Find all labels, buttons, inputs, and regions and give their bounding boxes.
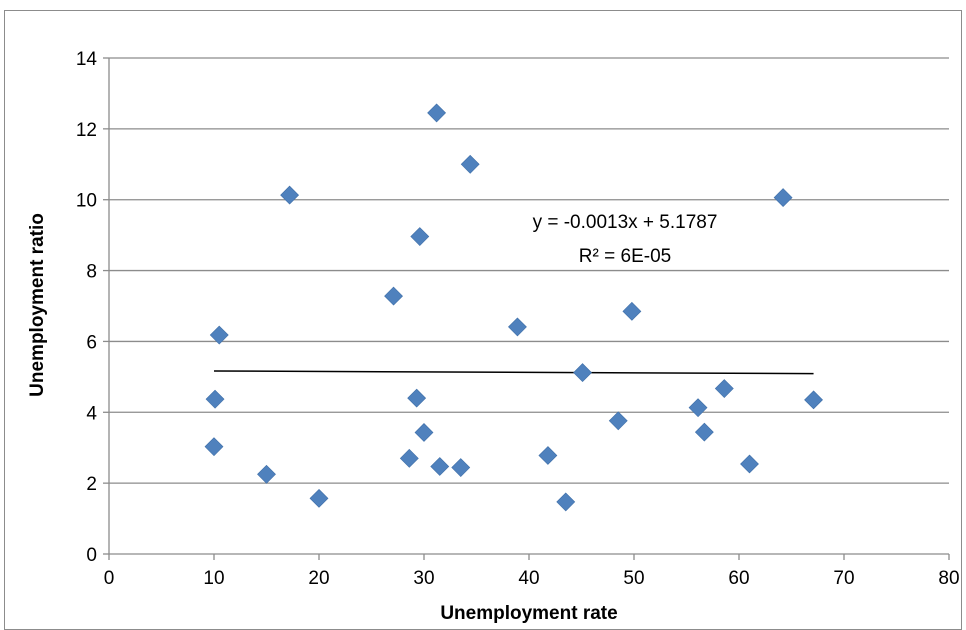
data-point (414, 423, 434, 442)
y-tick-label: 6 (86, 332, 97, 353)
data-point (556, 492, 576, 512)
x-axis-title: Unemployment rate (440, 603, 617, 624)
data-point (688, 398, 708, 418)
data-point (451, 458, 471, 477)
data-point (427, 103, 447, 123)
data-point (257, 464, 276, 484)
data-point (280, 185, 300, 205)
gridlines (109, 57, 949, 484)
chart-frame (4, 10, 962, 630)
x-tick-label: 0 (104, 568, 115, 589)
axes (103, 57, 950, 560)
x-tick-label: 50 (623, 568, 644, 589)
r-squared-label: R² = 6E-05 (579, 246, 671, 267)
x-tick-label: 30 (413, 568, 434, 589)
y-tick-label: 12 (76, 120, 97, 141)
x-tick-label: 40 (518, 568, 539, 589)
data-point (538, 446, 558, 465)
y-tick-label: 2 (86, 474, 97, 495)
data-points (204, 103, 823, 512)
data-point (407, 388, 427, 408)
data-point (573, 363, 592, 383)
x-tick-label: 80 (938, 568, 959, 589)
y-tick-label: 8 (86, 262, 97, 283)
data-point (622, 301, 642, 321)
data-point (804, 390, 823, 410)
y-axis-title: Unemployment ratio (27, 213, 48, 397)
data-point (430, 457, 450, 476)
data-point (460, 154, 480, 174)
x-tick-label: 70 (833, 568, 854, 589)
data-point (309, 488, 329, 508)
data-point (209, 325, 229, 345)
y-tick-label: 4 (86, 403, 97, 424)
data-point (508, 317, 527, 337)
data-point (384, 286, 403, 306)
data-point (773, 188, 793, 208)
data-point (694, 422, 714, 442)
data-point (740, 454, 759, 474)
data-point (204, 437, 224, 457)
data-point (608, 411, 628, 431)
data-point (205, 389, 225, 409)
data-point (399, 448, 419, 468)
data-point (410, 227, 430, 246)
trendline-layer (213, 370, 814, 375)
x-tick-label: 10 (203, 568, 224, 589)
x-tick-label: 20 (308, 568, 329, 589)
y-tick-label: 10 (76, 191, 97, 212)
trendline (213, 370, 814, 375)
trendline-equation: y = -0.0013x + 5.1787 (533, 212, 718, 233)
y-tick-label: 0 (86, 545, 97, 566)
y-tick-label: 14 (76, 49, 98, 70)
tick-labels: 0 2 4 6 8 10 12 14 0 10 20 30 40 50 60 70 80 (76, 49, 960, 589)
data-point (714, 379, 734, 398)
x-tick-label: 60 (728, 568, 749, 589)
